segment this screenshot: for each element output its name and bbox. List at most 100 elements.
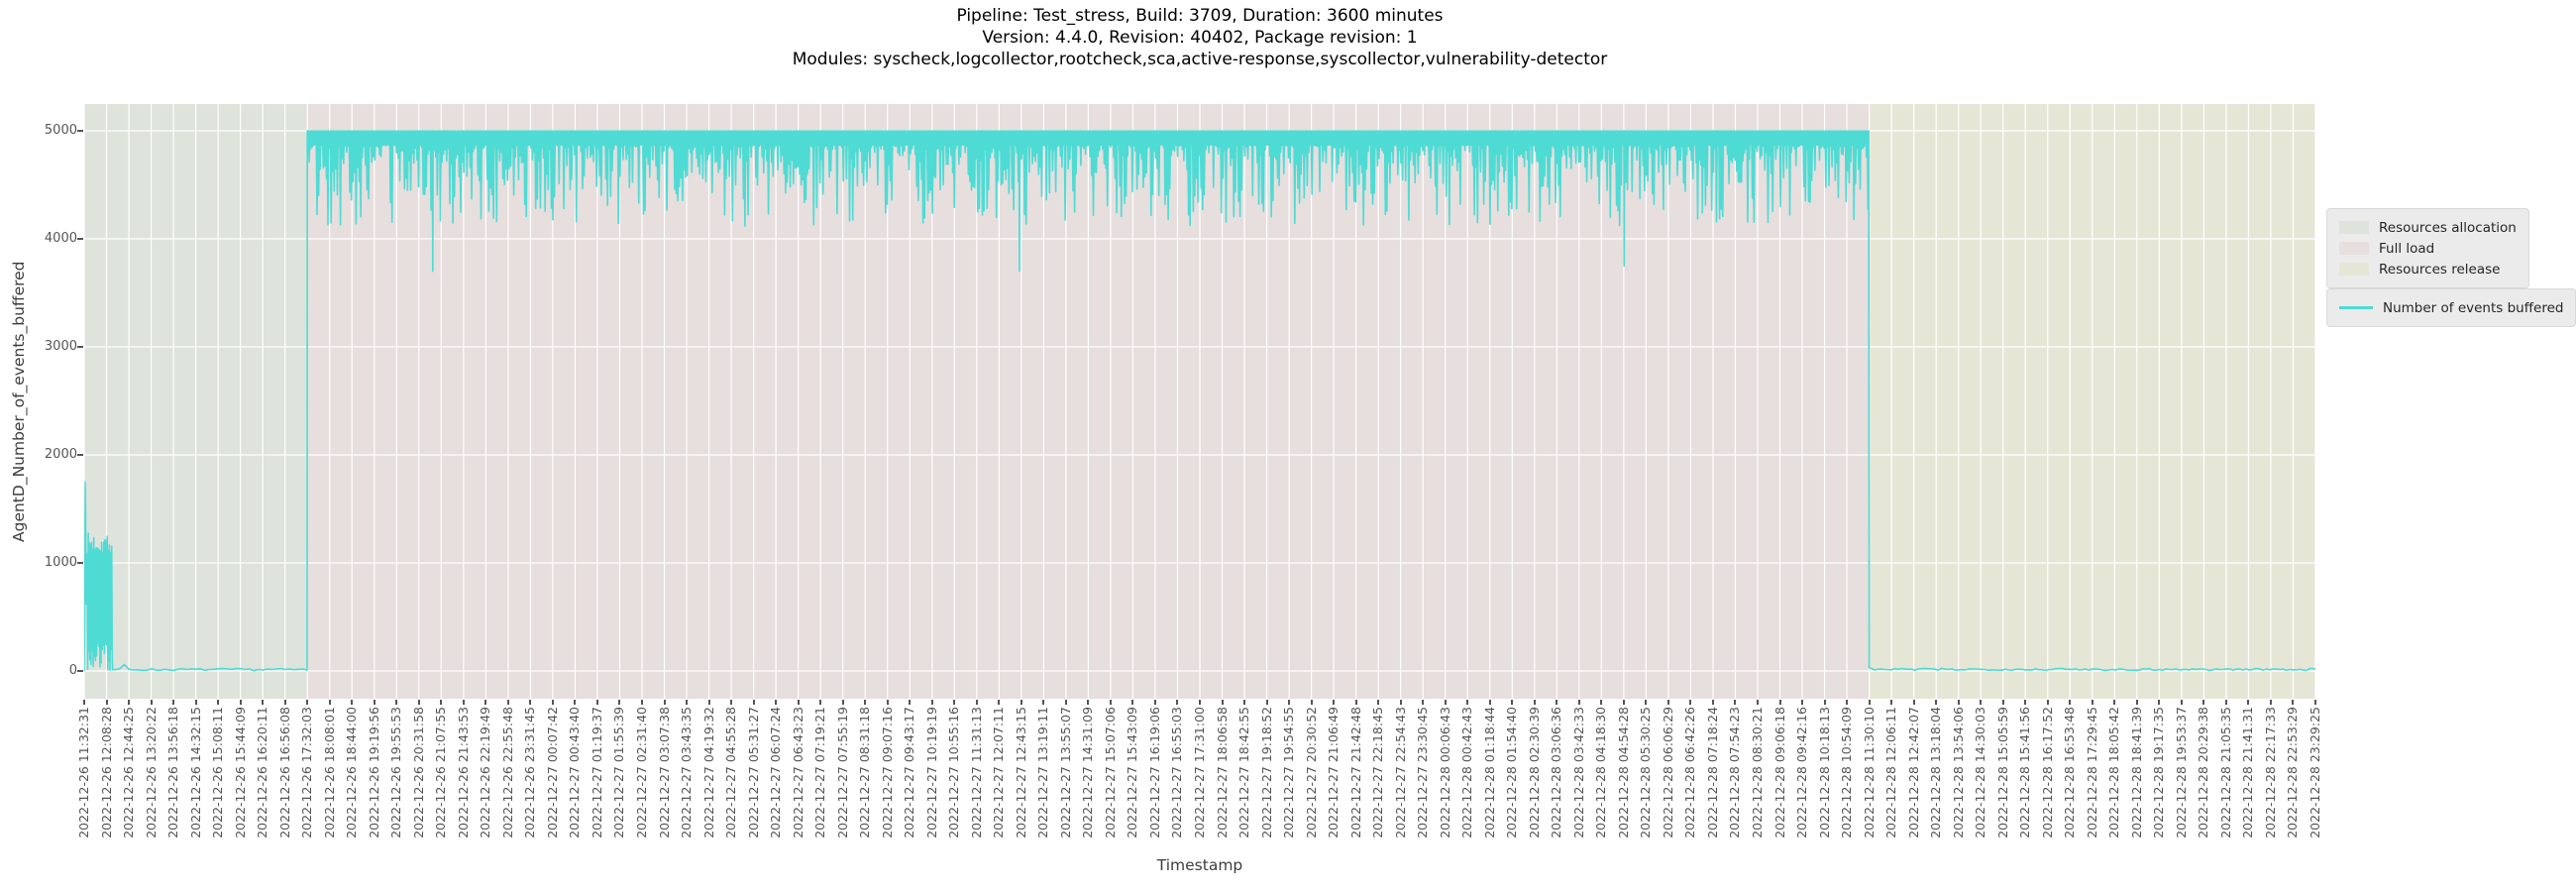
x-tick-mark: [1176, 700, 1179, 705]
x-tick-label: 2022-12-28 09:42:16: [1794, 707, 1810, 838]
x-tick-label: 2022-12-28 03:42:33: [1570, 707, 1586, 838]
x-tick-label: 2022-12-28 08:30:21: [1750, 707, 1765, 838]
x-tick-label: 2022-12-26 21:07:55: [433, 707, 449, 838]
legend-label-full-load: Full load: [2379, 240, 2435, 257]
x-tick-mark: [797, 700, 800, 705]
x-tick-mark: [819, 700, 822, 705]
x-tick-mark: [1689, 700, 1692, 705]
x-tick-mark: [2202, 700, 2205, 705]
x-tick-mark: [1645, 700, 1648, 705]
y-tick-mark: [77, 238, 83, 240]
x-tick-label: 2022-12-28 14:30:03: [1973, 707, 1988, 838]
x-tick-label: 2022-12-27 17:31:00: [1192, 707, 1207, 838]
full-load-swatch: [2339, 242, 2369, 255]
legend-label-events-line: Number of events buffered: [2383, 299, 2564, 316]
x-tick-mark: [953, 700, 956, 705]
x-tick-label: 2022-12-28 11:30:10: [1861, 707, 1877, 838]
x-tick-mark: [1823, 700, 1826, 705]
x-tick-mark: [1556, 700, 1558, 705]
x-tick-mark: [529, 700, 532, 705]
x-tick-label: 2022-12-26 14:32:15: [187, 707, 203, 838]
x-tick-mark: [239, 700, 242, 705]
x-tick-mark: [1087, 700, 1090, 705]
x-tick-mark: [1466, 700, 1469, 705]
x-tick-label: 2022-12-27 16:19:06: [1146, 707, 1162, 838]
x-tick-mark: [595, 700, 598, 705]
x-tick-label: 2022-12-27 21:42:48: [1347, 707, 1363, 838]
x-tick-label: 2022-12-26 13:56:18: [165, 707, 181, 838]
title-line-2: Version: 4.4.0, Revision: 40402, Package…: [982, 28, 1418, 48]
x-tick-mark: [618, 700, 621, 705]
x-tick-mark: [1131, 700, 1134, 705]
x-tick-label: 2022-12-27 11:31:13: [968, 707, 984, 838]
x-tick-label: 2022-12-27 13:19:11: [1035, 707, 1051, 838]
y-tick-mark: [77, 346, 83, 348]
x-tick-mark: [2224, 700, 2227, 705]
x-tick-label: 2022-12-27 04:19:32: [700, 707, 716, 838]
x-tick-label: 2022-12-28 15:05:59: [1994, 707, 2010, 838]
x-tick-label: 2022-12-26 15:44:09: [232, 707, 248, 838]
x-tick-mark: [1533, 700, 1536, 705]
y-tick-label: 1000: [44, 555, 77, 570]
x-tick-mark: [1422, 700, 1425, 705]
x-tick-mark: [1511, 700, 1514, 705]
x-tick-mark: [328, 700, 331, 705]
x-tick-mark: [2046, 700, 2049, 705]
x-tick-mark: [283, 700, 286, 705]
x-tick-label: 2022-12-28 17:29:45: [2084, 707, 2099, 838]
x-tick-label: 2022-12-26 19:55:53: [388, 707, 404, 838]
x-tick-label: 2022-12-27 18:42:55: [1236, 707, 1252, 838]
chart-title: Pipeline: Test_stress, Build: 3709, Dura…: [84, 5, 2315, 70]
x-tick-label: 2022-12-27 12:43:15: [1013, 707, 1028, 838]
x-tick-label: 2022-12-26 12:44:25: [121, 707, 137, 838]
legend-row-full-load: Full load: [2339, 238, 2517, 259]
x-tick-mark: [1801, 700, 1804, 705]
x-tick-label: 2022-12-27 22:18:45: [1370, 707, 1386, 838]
x-tick-mark: [998, 700, 1001, 705]
x-tick-mark: [150, 700, 153, 705]
x-tick-mark: [1444, 700, 1447, 705]
x-tick-label: 2022-12-27 06:43:23: [790, 707, 805, 838]
x-tick-label: 2022-12-27 00:07:42: [544, 707, 560, 838]
x-tick-label: 2022-12-26 22:19:49: [478, 707, 493, 838]
x-tick-label: 2022-12-27 01:55:39: [611, 707, 627, 838]
x-tick-label: 2022-12-28 05:30:25: [1638, 707, 1654, 838]
x-tick-label: 2022-12-27 21:06:49: [1326, 707, 1342, 838]
x-tick-mark: [2180, 700, 2183, 705]
x-tick-label: 2022-12-27 07:55:19: [834, 707, 850, 838]
x-tick-label: 2022-12-27 07:19:21: [812, 707, 828, 838]
x-axis-label: Timestamp: [1156, 856, 1243, 874]
x-tick-label: 2022-12-27 16:55:03: [1169, 707, 1185, 838]
x-tick-label: 2022-12-27 02:31:40: [634, 707, 649, 838]
x-tick-mark: [1912, 700, 1915, 705]
title-line-1: Pipeline: Test_stress, Build: 3709, Dura…: [956, 6, 1444, 26]
x-tick-label: 2022-12-26 16:56:08: [276, 707, 292, 838]
y-axis-label: AgentD_Number_of_events_buffered: [10, 261, 28, 542]
x-tick-label: 2022-12-28 15:41:56: [2017, 707, 2033, 838]
y-tick-label: 2000: [44, 447, 77, 462]
x-tick-mark: [1980, 700, 1983, 705]
x-tick-mark: [506, 700, 509, 705]
x-tick-mark: [2158, 700, 2161, 705]
legend-row-events-line: Number of events buffered: [2339, 297, 2563, 318]
y-tick-label: 3000: [44, 339, 77, 354]
x-tick-label: 2022-12-27 15:07:06: [1102, 707, 1118, 838]
x-tick-mark: [1377, 700, 1380, 705]
events-line-swatch: [2339, 306, 2373, 309]
x-tick-mark: [351, 700, 354, 705]
x-tick-label: 2022-12-28 18:05:42: [2106, 707, 2122, 838]
x-tick-label: 2022-12-28 02:30:39: [1526, 707, 1542, 838]
x-tick-label: 2022-12-27 15:43:09: [1125, 707, 1140, 838]
x-tick-mark: [551, 700, 554, 705]
x-tick-label: 2022-12-28 23:29:25: [2308, 707, 2322, 838]
y-tick-mark: [77, 454, 83, 456]
x-tick-label: 2022-12-28 21:41:31: [2240, 707, 2256, 838]
x-tick-mark: [395, 700, 398, 705]
x-tick-mark: [440, 700, 443, 705]
x-tick-mark: [2069, 700, 2072, 705]
x-tick-mark: [730, 700, 733, 705]
legend-regions: Resources allocation Full load Resources…: [2326, 208, 2529, 288]
x-tick-mark: [752, 700, 755, 705]
y-tick-label: 0: [68, 663, 77, 678]
